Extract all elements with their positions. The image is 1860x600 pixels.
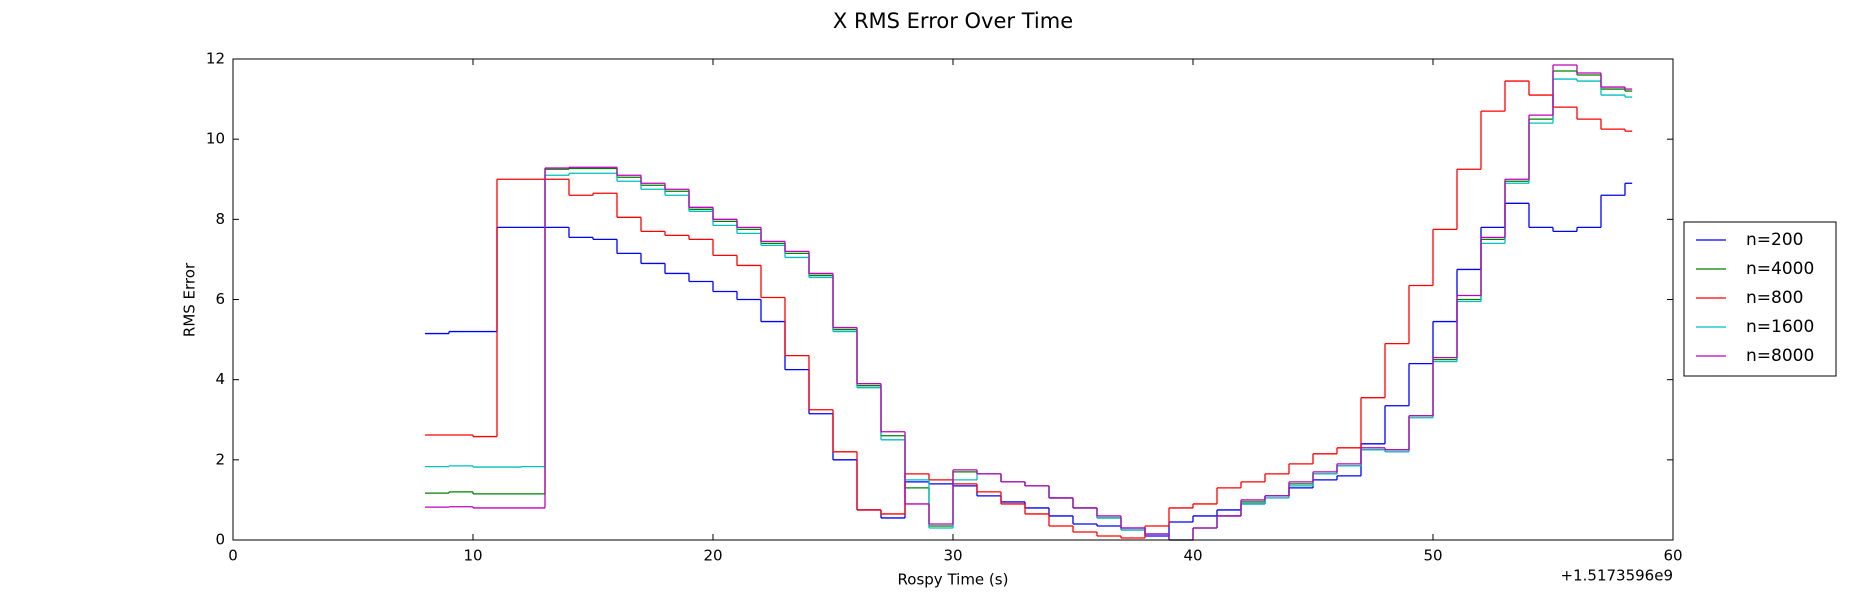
y-tick-label: 0 [215, 531, 225, 549]
x-tick-label: 30 [943, 547, 962, 565]
legend-label: n=800 [1746, 288, 1803, 308]
y-tick-label: 2 [215, 450, 225, 468]
x-axis-label: Rospy Time (s) [898, 571, 1009, 589]
legend-label: n=200 [1746, 230, 1803, 250]
y-tick-label: 10 [206, 130, 225, 148]
x-tick-label: 40 [1183, 547, 1202, 565]
plot-frame [232, 58, 1674, 541]
x-tick-label: 60 [1663, 547, 1682, 565]
legend-label: n=8000 [1746, 346, 1814, 366]
legend-label: n=1600 [1746, 317, 1814, 337]
x-tick-label: 10 [463, 547, 482, 565]
y-tick-label: 6 [215, 290, 225, 308]
legend-label: n=4000 [1746, 259, 1814, 279]
y-tick-label: 4 [215, 370, 225, 388]
x-offset-label: +1.5173596e9 [1561, 567, 1673, 585]
x-tick-label: 20 [703, 547, 722, 565]
x-tick-label: 0 [228, 547, 238, 565]
x-tick-label: 50 [1423, 547, 1442, 565]
y-tick-label: 8 [215, 210, 225, 228]
y-axis-label: RMS Error [181, 262, 199, 337]
legend-box [1683, 221, 1837, 377]
y-tick-label: 12 [206, 50, 225, 68]
chart-title: X RMS Error Over Time [833, 9, 1073, 33]
